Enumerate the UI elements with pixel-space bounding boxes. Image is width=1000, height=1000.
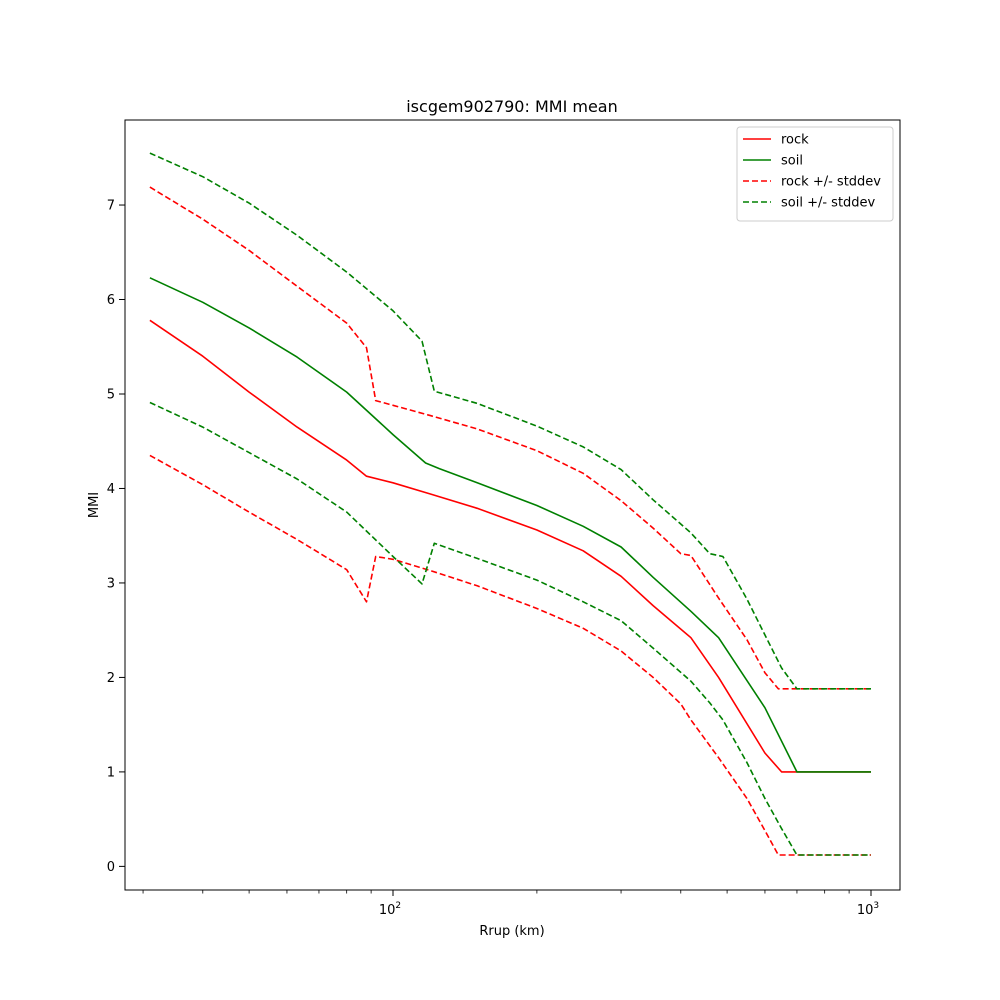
plot-frame: [124, 119, 901, 891]
y-tick-label: 3: [107, 576, 115, 591]
series-line-3: [149, 454, 871, 856]
x-axis: 102 103: [142, 890, 879, 918]
x-tick-label: 102: [379, 901, 401, 918]
y-tick-label: 7: [107, 199, 115, 214]
series-line-4: [149, 152, 871, 690]
series-line-0: [149, 319, 871, 773]
y-tick-label: 1: [107, 765, 115, 780]
legend-entry-label: rock +/- stddev: [781, 175, 881, 190]
y-tick-label: 0: [107, 860, 115, 875]
y-axis: 0 1 2 3 4 5 6 7: [107, 199, 125, 875]
series-layer: [149, 152, 871, 856]
legend-entry-label: rock: [781, 133, 809, 148]
legend-box: [736, 126, 894, 222]
y-tick-label: 4: [107, 482, 115, 497]
chart-title: iscgem902790: MMI mean: [406, 97, 618, 116]
series-line-5: [149, 401, 871, 856]
y-tick-label: 5: [107, 387, 115, 402]
x-tick-label: 103: [857, 901, 879, 918]
legend-entry-label: soil: [781, 154, 803, 169]
y-tick-label: 6: [107, 293, 115, 308]
legend: rock soil rock +/- stddev soil +/- stddev: [736, 126, 894, 222]
legend-entry-label: soil +/- stddev: [781, 196, 876, 211]
y-axis-label: MMI: [87, 492, 102, 518]
series-line-1: [149, 277, 871, 773]
x-axis-label: Rrup (km): [479, 924, 544, 939]
series-line-2: [149, 186, 871, 690]
y-tick-label: 2: [107, 671, 115, 686]
